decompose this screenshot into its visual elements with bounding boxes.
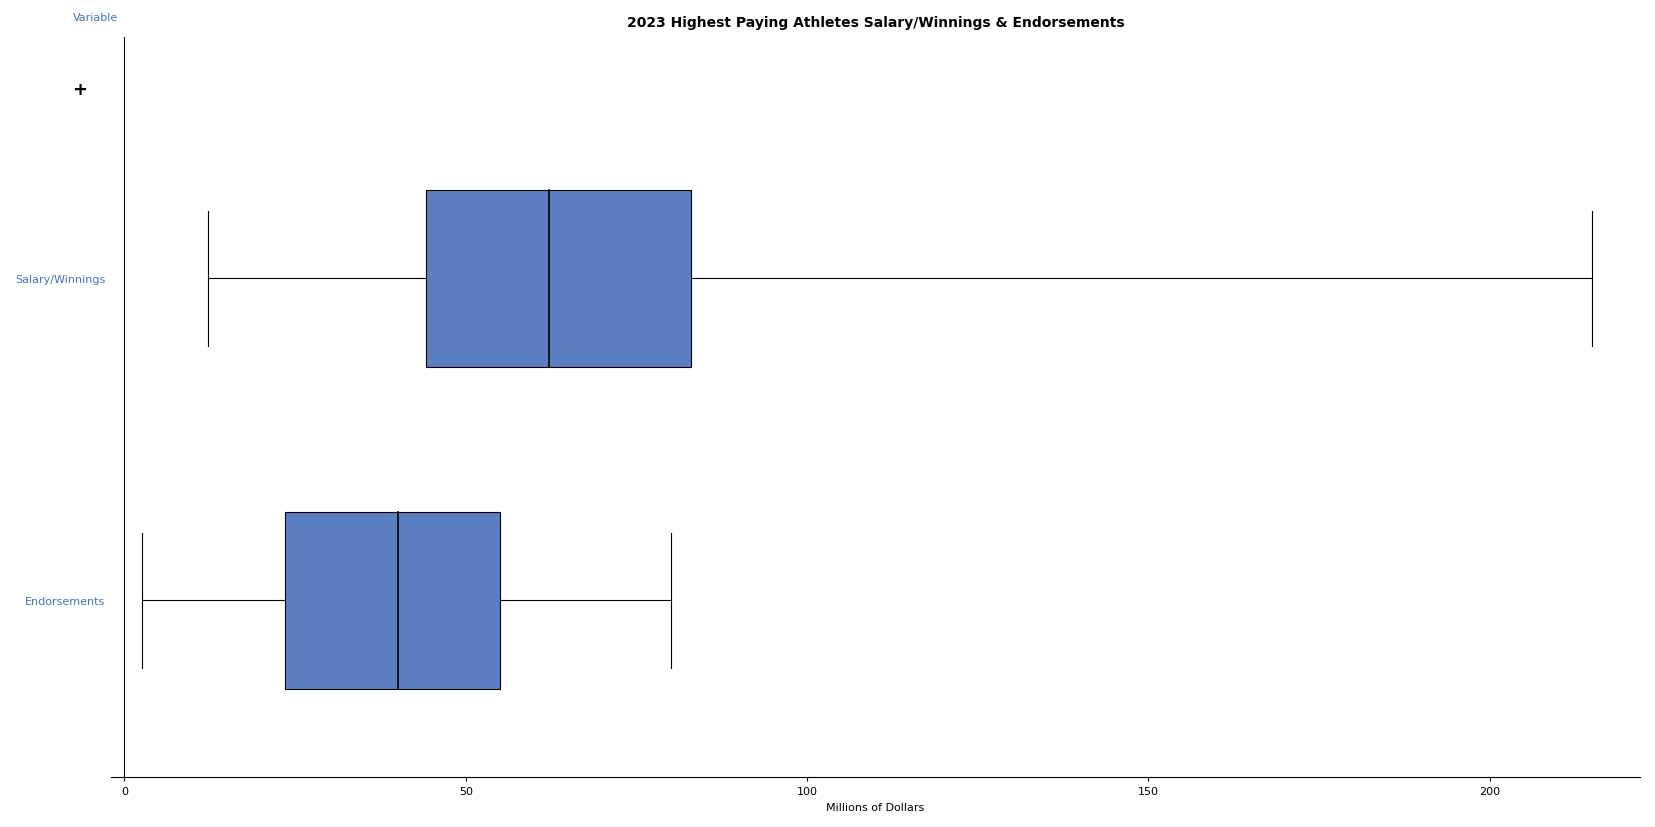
Text: +: + — [73, 80, 88, 98]
FancyBboxPatch shape — [285, 512, 500, 689]
Title: 2023 Highest Paying Athletes Salary/Winnings & Endorsements: 2023 Highest Paying Athletes Salary/Winn… — [627, 16, 1124, 30]
X-axis label: Millions of Dollars: Millions of Dollars — [826, 802, 925, 812]
Text: Variable: Variable — [73, 13, 118, 23]
FancyBboxPatch shape — [425, 190, 692, 367]
